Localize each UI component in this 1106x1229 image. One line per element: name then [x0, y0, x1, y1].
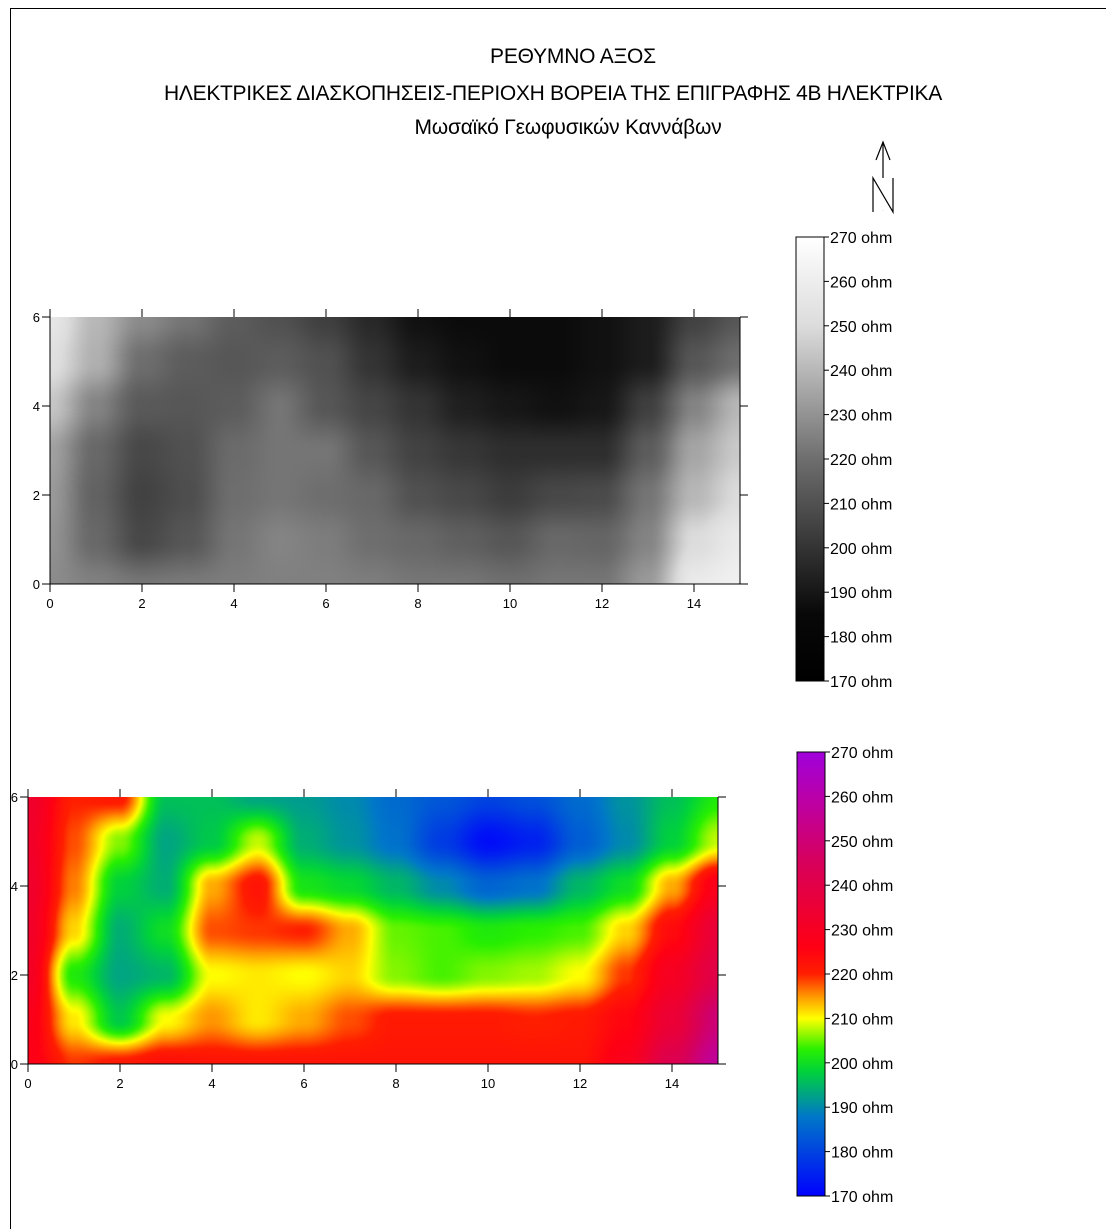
map-subtitle: ΗΛΕΚΤΡΙΚΕΣ ΔΙΑΣΚΟΠΗΣΕΙΣ-ΠΕΡΙΟΧΗ ΒΟΡΕΙΑ Τ… — [164, 82, 942, 105]
x-tick-label: 8 — [392, 1076, 399, 1091]
x-tick-label: 8 — [414, 596, 421, 611]
colorbar-label: 230 ohm — [830, 408, 892, 425]
y-tick-label: 4 — [33, 399, 40, 414]
plot-axes — [20, 789, 726, 1072]
colorbar-label: 220 ohm — [831, 967, 893, 984]
colorbar-label: 180 ohm — [831, 1145, 893, 1162]
colorbar-label: 260 ohm — [830, 274, 892, 291]
colorbar-label: 260 ohm — [831, 789, 893, 806]
y-tick-label: 2 — [11, 968, 18, 983]
x-tick-label: 0 — [46, 596, 53, 611]
x-tick-label: 4 — [208, 1076, 215, 1091]
map-frame — [10, 8, 1106, 1229]
heatmap-raster — [28, 797, 718, 1064]
colorbar-label: 240 ohm — [830, 363, 892, 380]
colorbar-label: 200 ohm — [830, 541, 892, 558]
colorbar-label: 190 ohm — [831, 1100, 893, 1117]
x-tick-label: 10 — [481, 1076, 495, 1091]
x-tick-label: 0 — [24, 1076, 31, 1091]
x-tick-label: 10 — [503, 596, 517, 611]
colorbar-label: 180 ohm — [830, 630, 892, 647]
y-tick-label: 0 — [11, 1057, 18, 1072]
colorbar — [796, 751, 826, 1197]
y-tick-label: 2 — [33, 488, 40, 503]
x-tick-label: 12 — [595, 596, 609, 611]
map-caption: Μωσαϊκό Γεωφυσικών Καννάβων — [414, 116, 722, 139]
north-arrow-label: N — [883, 210, 884, 212]
colorbar-label: 200 ohm — [831, 1056, 893, 1073]
colorbar — [795, 236, 825, 682]
colorbar-label: 230 ohm — [831, 923, 893, 940]
x-tick-label: 4 — [230, 596, 237, 611]
colorbar-label: 270 ohm — [830, 230, 892, 247]
x-tick-label: 6 — [322, 596, 329, 611]
chart-1: 0 2 4 6 8 10 12 14 0 2 4 6 270 ohm 260 ohm 250 ohm 240 … — [33, 230, 893, 691]
y-tick-label: 0 — [33, 577, 40, 592]
heatmap-raster — [50, 317, 740, 584]
x-tick-label: 2 — [138, 596, 145, 611]
colorbar-label: 170 ohm — [831, 1189, 893, 1206]
colorbar-label: 170 ohm — [830, 674, 892, 691]
colorbar-label: 250 ohm — [830, 319, 892, 336]
colorbar-label: 250 ohm — [831, 834, 893, 851]
colorbar-label: 210 ohm — [830, 496, 892, 513]
x-tick-label: 2 — [116, 1076, 123, 1091]
y-tick-label: 4 — [11, 879, 18, 894]
chart-2: 0 2 4 6 8 10 12 14 0 2 4 6 270 ohm 260 ohm 250 ohm 240 … — [11, 745, 894, 1206]
x-tick-label: 6 — [300, 1076, 307, 1091]
colorbar-label: 190 ohm — [830, 585, 892, 602]
map-title: ΡΕΘΥΜΝΟ ΑΞΟΣ — [490, 45, 656, 68]
x-tick-label: 14 — [687, 596, 701, 611]
colorbar-label: 240 ohm — [831, 878, 893, 895]
plot-axes — [42, 309, 748, 592]
y-tick-label: 6 — [11, 790, 18, 805]
y-tick-label: 6 — [33, 310, 40, 325]
north-arrow-icon: N — [872, 140, 894, 215]
x-tick-label: 12 — [573, 1076, 587, 1091]
colorbar-label: 210 ohm — [831, 1011, 893, 1028]
x-tick-label: 14 — [665, 1076, 679, 1091]
colorbar-label: 270 ohm — [831, 745, 893, 762]
colorbar-label: 220 ohm — [830, 452, 892, 469]
